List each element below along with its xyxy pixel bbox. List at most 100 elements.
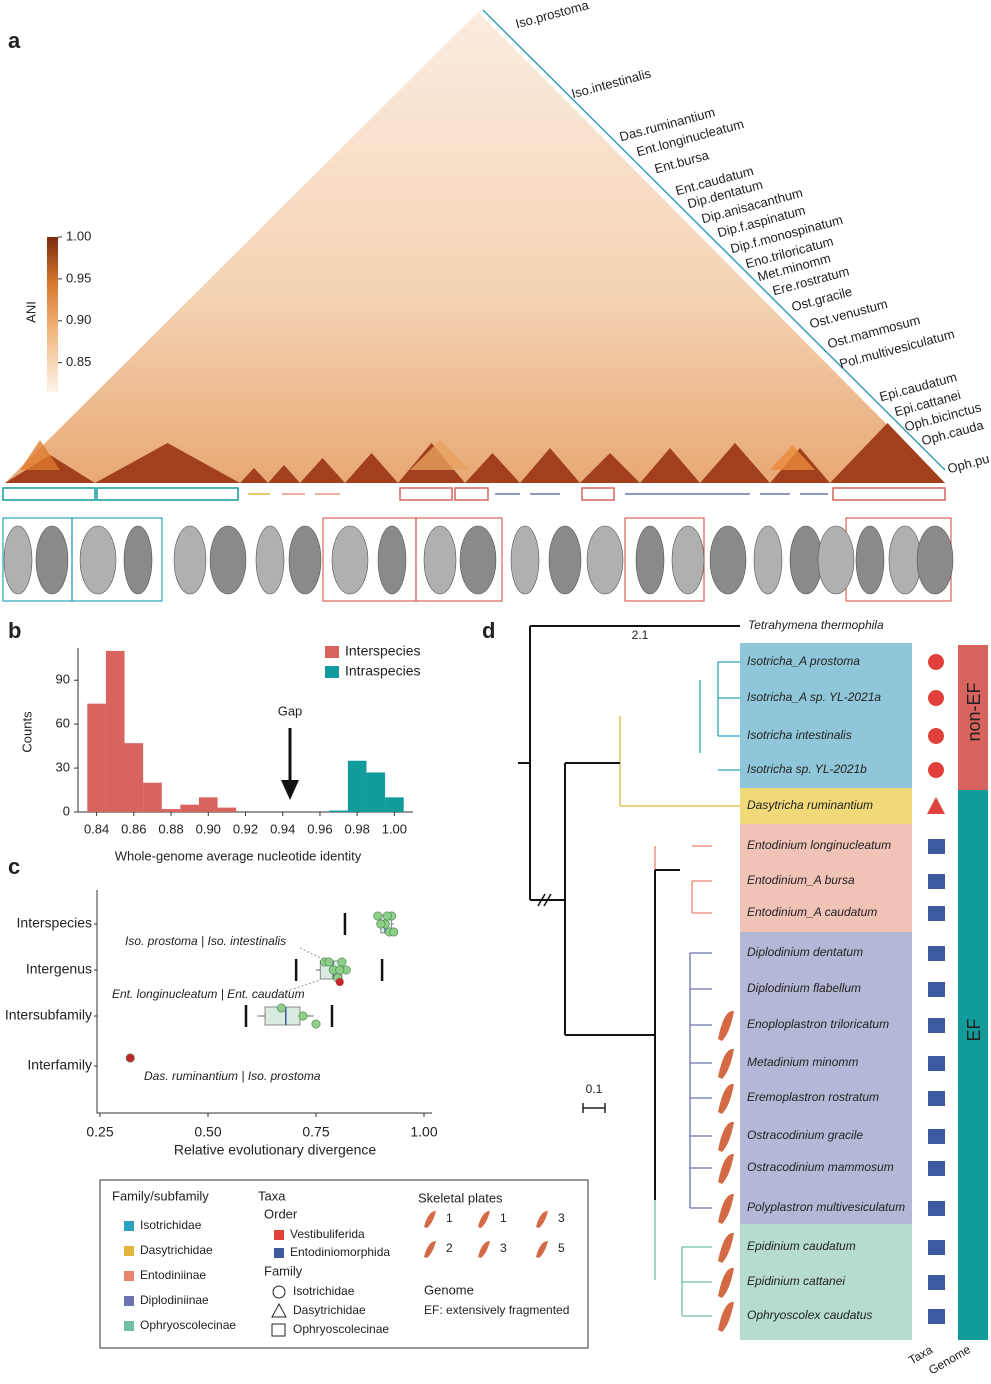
x-tick-label: 0.94 xyxy=(270,821,295,836)
genome-label: EF xyxy=(964,1018,984,1041)
histogram-bar xyxy=(198,797,218,812)
cell-image xyxy=(35,525,69,595)
point xyxy=(337,957,347,967)
taxa-symbol xyxy=(928,728,944,744)
x-tick-label: 0.25 xyxy=(86,1124,113,1140)
taxon-label: Isotricha intestinalis xyxy=(747,728,852,742)
panel-label: a xyxy=(8,28,21,53)
legend-label: 1 xyxy=(446,1211,453,1225)
tree xyxy=(518,625,740,1332)
group-box xyxy=(740,932,912,1224)
leader xyxy=(289,947,336,991)
x-tick-label: 0.75 xyxy=(302,1124,329,1140)
colorbar-tick-label: 0.85 xyxy=(66,354,91,369)
annotation: Ent. longinucleatum | Ent. caudatum xyxy=(112,987,305,1001)
taxa-symbol xyxy=(928,982,945,997)
colorbar xyxy=(47,237,58,392)
x-tick-label: 0.90 xyxy=(196,821,221,836)
branch-length: 2.1 xyxy=(632,628,649,642)
legend-swatch xyxy=(274,1230,284,1240)
heatmap-block xyxy=(345,453,398,483)
cell-image xyxy=(548,525,582,595)
taxon-label: Dasytricha ruminantium xyxy=(747,798,873,812)
legend-label: EF: extensively fragmented xyxy=(424,1303,569,1317)
axes xyxy=(96,890,432,1114)
genome-label: non-EF xyxy=(964,682,984,741)
x-tick-label: 0.86 xyxy=(121,821,146,836)
cell-image xyxy=(459,525,497,595)
axis-label: Whole-genome average nucleotide identity xyxy=(115,848,362,863)
axis-label: Relative evolutionary divergence xyxy=(174,1142,377,1158)
histogram-bar xyxy=(105,650,125,812)
y-tick-label: 60 xyxy=(56,716,70,731)
legend-label: Interspecies xyxy=(345,643,420,659)
y-tick-label: 0 xyxy=(63,803,70,818)
genome-bar xyxy=(958,645,988,790)
taxon-label: Diplodinium dentatum xyxy=(747,945,863,959)
genome-bar xyxy=(958,790,988,1340)
skeletal-plate xyxy=(536,1211,548,1228)
y-tick-label: 30 xyxy=(56,760,70,775)
y-tick-label: 90 xyxy=(56,672,70,687)
cell-image xyxy=(255,525,285,595)
x-tick-label: 0.84 xyxy=(84,821,109,836)
histogram-bar xyxy=(366,772,386,812)
group-bar xyxy=(832,487,946,501)
legend-label: Isotrichidae xyxy=(140,1218,202,1232)
skeletal-plate xyxy=(424,1241,436,1258)
taxon-label: Diplodinium flabellum xyxy=(747,981,861,995)
point xyxy=(311,1019,321,1029)
axis-label: Counts xyxy=(19,711,34,753)
histogram-bar xyxy=(124,743,144,812)
cell-image xyxy=(209,525,247,595)
legend-label: 1 xyxy=(500,1211,507,1225)
skeletal-plate xyxy=(424,1211,436,1228)
y-tick-label: Interfamily xyxy=(27,1057,92,1073)
skeletal-plate xyxy=(718,1301,734,1332)
image-frame xyxy=(415,517,503,602)
taxa-symbol xyxy=(928,762,944,778)
cell-image xyxy=(709,525,747,595)
cell-image xyxy=(888,525,922,595)
x-tick-label: 1.00 xyxy=(382,821,407,836)
taxa-symbol xyxy=(928,874,945,889)
taxon-label: Entodinium longinucleatum xyxy=(747,838,891,852)
legend-label: Dasytrichidae xyxy=(140,1243,213,1257)
annotation: Gap xyxy=(278,703,303,718)
histogram-bar xyxy=(143,782,162,812)
taxa-symbol xyxy=(928,1056,945,1071)
taxon-label: Entodinium_A caudatum xyxy=(747,905,877,919)
x-tick-label: 0.50 xyxy=(194,1124,221,1140)
heatmap-block xyxy=(520,448,580,483)
skeletal-plate xyxy=(478,1241,490,1258)
cell-image xyxy=(288,525,322,595)
annotation: Das. ruminantium | Iso. prostoma xyxy=(144,1069,321,1083)
taxa-symbol xyxy=(928,690,944,706)
histogram-bar xyxy=(217,807,237,812)
taxa-symbol xyxy=(928,654,944,670)
cell-image xyxy=(817,525,855,595)
group-bar xyxy=(96,487,239,501)
cell-image xyxy=(916,525,954,595)
legend-label: 5 xyxy=(558,1241,565,1255)
taxon-label: Isotricha sp. YL-2021b xyxy=(747,762,867,776)
cell-image xyxy=(671,525,705,595)
taxa-symbol xyxy=(928,946,945,961)
heatmap-block xyxy=(770,445,815,470)
group-bar xyxy=(581,487,615,501)
cell-image xyxy=(423,525,457,595)
legend-title: Genome xyxy=(424,1282,474,1297)
x-tick-label: 0.92 xyxy=(233,821,258,836)
legend-label: Entodiniinae xyxy=(140,1268,206,1282)
cell-image xyxy=(753,525,783,595)
cell-image xyxy=(331,525,369,595)
cell-image xyxy=(510,525,540,595)
cell-image xyxy=(586,525,624,595)
cell-images xyxy=(2,517,954,602)
taxa-symbol xyxy=(927,797,945,814)
heatmap-block xyxy=(700,443,770,483)
legend-swatch xyxy=(274,1248,284,1258)
legend-label: 2 xyxy=(446,1241,453,1255)
cell-image xyxy=(855,525,885,595)
